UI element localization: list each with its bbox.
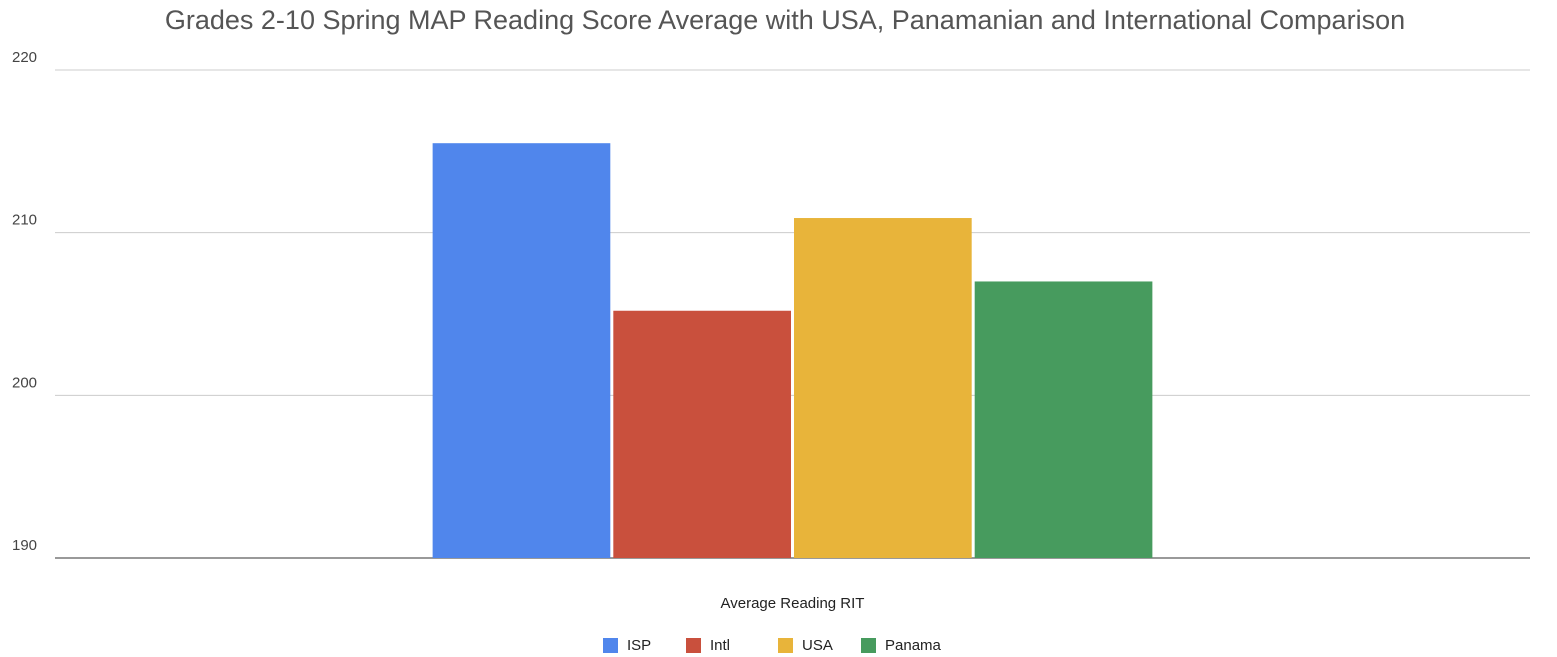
legend-label: Panama bbox=[885, 637, 942, 654]
y-tick-label: 190 bbox=[12, 537, 37, 554]
bar bbox=[613, 310, 791, 558]
legend-swatch bbox=[861, 638, 876, 653]
legend-swatch bbox=[778, 638, 793, 653]
y-tick-label: 200 bbox=[12, 374, 37, 391]
y-tick-label: 220 bbox=[12, 49, 37, 66]
legend-label: ISP bbox=[627, 637, 651, 654]
y-tick-label: 210 bbox=[12, 212, 37, 229]
chart-title: Grades 2-10 Spring MAP Reading Score Ave… bbox=[165, 5, 1405, 35]
x-tick-label: Average Reading RIT bbox=[721, 595, 865, 612]
legend-swatch bbox=[686, 638, 701, 653]
bar bbox=[974, 281, 1153, 558]
legend-label: USA bbox=[802, 637, 833, 654]
bar bbox=[432, 143, 611, 558]
legend-label: Intl bbox=[710, 637, 730, 654]
legend-swatch bbox=[603, 638, 618, 653]
bar bbox=[794, 218, 972, 558]
